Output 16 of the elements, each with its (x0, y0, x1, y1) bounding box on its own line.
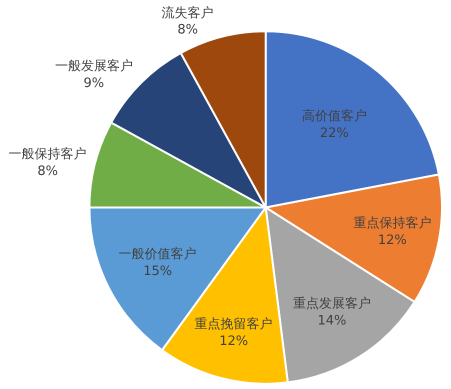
data-label: 15% (143, 264, 172, 279)
slice-label: 一般保持客户 (8, 146, 87, 162)
slice-label: 重点保持客户 (353, 215, 432, 232)
data-label: 12% (219, 334, 248, 349)
slice-label: 一般发展客户 (54, 58, 133, 74)
slice-label: 一般价值客户 (118, 246, 197, 262)
data-label: 8% (37, 164, 58, 180)
data-label: 14% (318, 313, 346, 328)
data-label: 8% (177, 22, 198, 38)
data-label: 9% (84, 76, 104, 92)
data-label: 12% (378, 233, 407, 248)
slice-label: 重点发展客户 (292, 295, 371, 312)
slice-label: 高价值客户 (302, 108, 367, 124)
slice-label: 流失客户 (162, 4, 214, 21)
data-label: 22% (320, 126, 349, 141)
slice-label: 重点挽留客户 (194, 316, 273, 332)
